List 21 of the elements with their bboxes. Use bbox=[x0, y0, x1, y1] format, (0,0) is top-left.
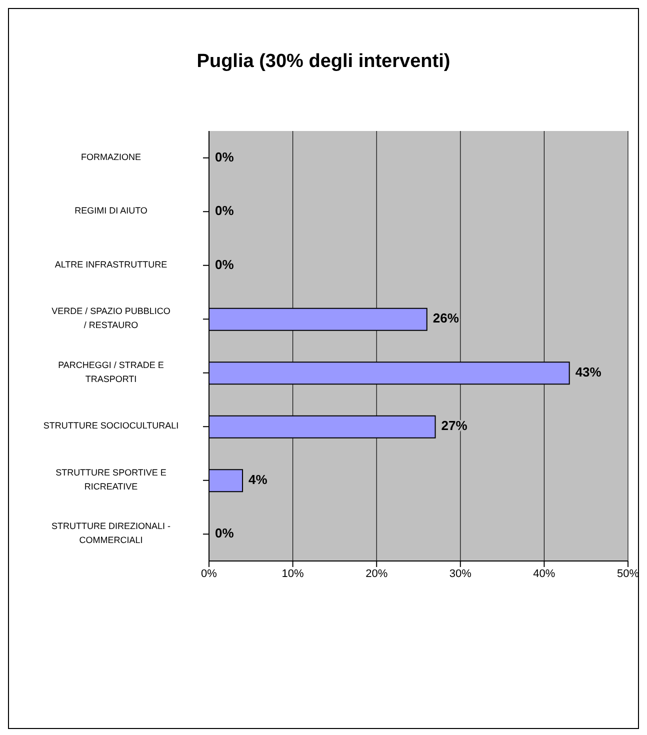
y-tick-label: STRUTTURE SPORTIVE E RICREATIVE bbox=[56, 468, 166, 492]
y-tick-label: PARCHEGGI / STRADE E TRASPORTI bbox=[58, 360, 164, 384]
x-tick-label: 20% bbox=[366, 568, 388, 580]
y-tick-label: STRUTTURE DIREZIONALI - COMMERCIALI bbox=[51, 522, 171, 546]
x-tick-label: 40% bbox=[533, 568, 556, 580]
y-tick-label: REGIMI DI AIUTO bbox=[74, 206, 148, 216]
x-tick-label: 0% bbox=[201, 568, 218, 580]
y-tick-label: VERDE / SPAZIO PUBBLICO / RESTAURO bbox=[52, 306, 170, 330]
data-label: 0% bbox=[215, 526, 234, 541]
chart-title: Puglia (30% degli interventi) bbox=[196, 51, 452, 74]
y-tick-label: STRUTTURE SOCIOCULTURALI bbox=[43, 421, 179, 431]
x-tick-label: 30% bbox=[449, 568, 472, 580]
y-tick-label: FORMAZIONE bbox=[81, 152, 141, 162]
data-label: 26% bbox=[432, 310, 460, 326]
data-label: 0% bbox=[215, 256, 234, 272]
x-tick-label: 10% bbox=[282, 568, 304, 580]
data-label: 4% bbox=[248, 472, 268, 487]
data-label: 43% bbox=[575, 364, 602, 380]
data-label: 0% bbox=[215, 203, 234, 218]
data-label: 0% bbox=[215, 149, 234, 164]
y-tick-label: ALTRE INFRASTRUTTURE bbox=[54, 260, 168, 270]
